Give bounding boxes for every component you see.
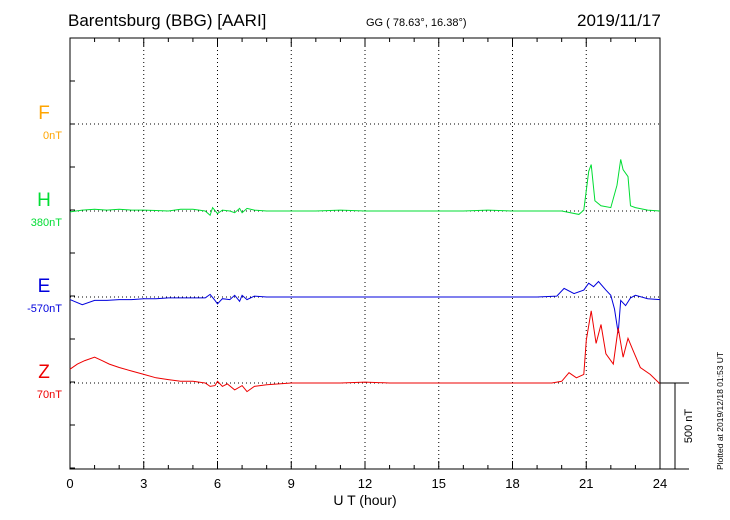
x-tick-label: 12 <box>358 476 372 491</box>
component-label-e: E <box>38 276 51 297</box>
x-tick-label: 18 <box>505 476 519 491</box>
x-tick-label: 6 <box>214 476 221 491</box>
trace-z <box>69 310 661 393</box>
x-tick-label: 9 <box>288 476 295 491</box>
baseline-value-f: 0nT <box>43 130 62 142</box>
station-title: Barentsburg (BBG) [AARI] <box>68 11 267 30</box>
x-tick-label: 21 <box>579 476 593 491</box>
x-tick-label: 0 <box>66 476 73 491</box>
component-label-z: Z <box>38 362 50 383</box>
geo-coordinates: GG ( 78.63°, 16.38°) <box>366 17 467 29</box>
component-label-h: H <box>37 190 51 211</box>
trace-h <box>69 159 661 217</box>
x-axis-label: U T (hour) <box>333 492 396 508</box>
x-tick-label: 24 <box>653 476 667 491</box>
x-tick-label: 15 <box>432 476 446 491</box>
scale-label: 500 nT <box>683 409 695 444</box>
trace-e <box>69 280 661 334</box>
component-label-f: F <box>38 103 50 124</box>
baseline-value-h: 380nT <box>31 217 62 229</box>
baseline-value-e: -570nT <box>27 303 62 315</box>
x-tick-label: 3 <box>140 476 147 491</box>
baseline-value-z: 70nT <box>37 389 62 401</box>
date-title: 2019/11/17 <box>577 11 661 30</box>
plotted-timestamp: Plotted at 2019/12/18 01:53 UT <box>715 351 725 470</box>
